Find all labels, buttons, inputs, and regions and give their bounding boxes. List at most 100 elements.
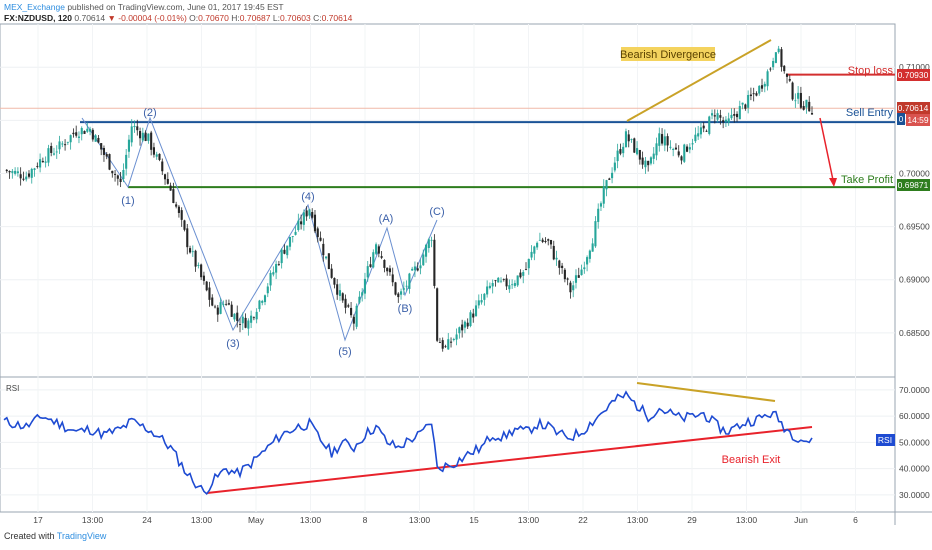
price-tick-label: 0.68500: [899, 328, 930, 338]
candle-body: [369, 264, 372, 267]
candle-body: [141, 132, 144, 141]
candle-body: [241, 316, 244, 324]
candle-body: [197, 264, 200, 266]
candle-body: [699, 127, 702, 135]
divergence-label-bg: [621, 47, 715, 61]
stop-loss-badge-value: 0.70930: [898, 70, 929, 80]
candle-body: [413, 266, 416, 271]
time-tick-label: 6: [853, 515, 858, 525]
candle-body: [147, 133, 150, 141]
candle-body: [766, 71, 769, 87]
candle-body: [744, 104, 747, 109]
take-profit-label: Take Profit: [841, 174, 893, 186]
candle-body: [480, 300, 483, 303]
candle-body: [622, 146, 625, 154]
candle-body: [338, 290, 342, 296]
candle-body: [513, 283, 516, 286]
stop-loss-badge: [897, 69, 930, 81]
rsi-tick-label: 60.0000: [899, 411, 930, 421]
candle-body: [319, 237, 322, 241]
last-price: 0.70614: [74, 13, 106, 23]
candle-body: [52, 153, 56, 155]
candle-body: [375, 244, 378, 254]
candle-body: [641, 157, 644, 165]
c-label: C:: [313, 13, 322, 23]
candle-body: [611, 172, 614, 179]
candle-body: [449, 341, 453, 343]
candle-body: [69, 135, 72, 143]
time-tick-label: 13:00: [736, 515, 758, 525]
candle-body: [255, 311, 258, 320]
candle-body: [735, 113, 739, 118]
divergence-trendline[interactable]: [626, 39, 772, 122]
candle-body: [144, 132, 147, 141]
rsi-badge-text: RSI: [878, 435, 892, 445]
candle-body: [577, 275, 580, 278]
candle-body: [436, 288, 439, 341]
candle-body: [361, 292, 364, 296]
candle-body: [777, 48, 780, 53]
take-profit-badge-value: 0.69871: [898, 180, 929, 190]
candle-body: [305, 210, 308, 217]
candle-body: [488, 285, 491, 289]
candle-body: [774, 52, 777, 63]
candle-body: [158, 153, 161, 160]
candle-body: [280, 249, 283, 264]
candle-body: [619, 149, 622, 154]
candle-body: [661, 134, 664, 144]
candle-body: [477, 300, 480, 306]
candle-body: [397, 293, 400, 298]
candle-body: [58, 141, 61, 150]
candle-body: [716, 113, 719, 120]
time-tick-label: May: [248, 515, 265, 525]
candle-body: [325, 256, 328, 259]
tradingview-brand[interactable]: TradingView: [56, 531, 107, 541]
candle-body: [19, 174, 22, 179]
candle-body: [14, 170, 17, 174]
rsi-divergence-line[interactable]: [636, 382, 776, 402]
candle-body: [225, 303, 228, 305]
chart-header: MEX_Exchange published on TradingView.co…: [4, 2, 352, 24]
candle-body: [794, 100, 797, 102]
candle-body: [558, 260, 561, 268]
time-tick-label: 13:00: [518, 515, 540, 525]
candle-body: [75, 132, 78, 136]
candle-body: [286, 245, 289, 256]
grid-lines: [0, 24, 895, 512]
candle-body: [33, 168, 36, 170]
candle-body: [499, 280, 503, 282]
candle-body: [474, 305, 478, 316]
wave-label-2: (2): [143, 107, 156, 119]
candle-body: [297, 220, 300, 230]
candle-body: [722, 120, 725, 123]
candle-body: [438, 342, 441, 344]
candle-body: [36, 165, 39, 167]
price-change: ▼ -0.00004 (-0.01%): [107, 13, 187, 23]
candle-body: [719, 115, 722, 118]
publisher-name[interactable]: MEX_Exchange: [4, 2, 65, 12]
publish-info: published on TradingView.com, June 01, 2…: [67, 2, 284, 12]
candle-body: [80, 128, 83, 135]
time-tick-label: 13:00: [191, 515, 213, 525]
candle-body: [597, 208, 600, 222]
candle-body: [266, 286, 269, 294]
time-tick-label: 8: [363, 515, 368, 525]
candle-body: [5, 169, 8, 172]
candle-body: [177, 206, 180, 213]
rsi-support-trendline[interactable]: [206, 426, 813, 494]
candle-body: [674, 147, 678, 150]
stop-loss-label: Stop loss: [848, 65, 894, 77]
candle-body: [580, 269, 583, 276]
candle-body: [269, 272, 272, 286]
target-arrow[interactable]: [819, 117, 834, 181]
candle-body: [463, 321, 466, 328]
candle-body: [300, 221, 303, 225]
candle-body: [41, 160, 44, 163]
candle-body: [497, 277, 500, 283]
candle-body: [444, 346, 447, 348]
candle-body: [205, 281, 208, 291]
elliott-wave-lines[interactable]: [81, 116, 438, 342]
candle-body: [680, 156, 683, 161]
candle-body: [250, 315, 253, 323]
